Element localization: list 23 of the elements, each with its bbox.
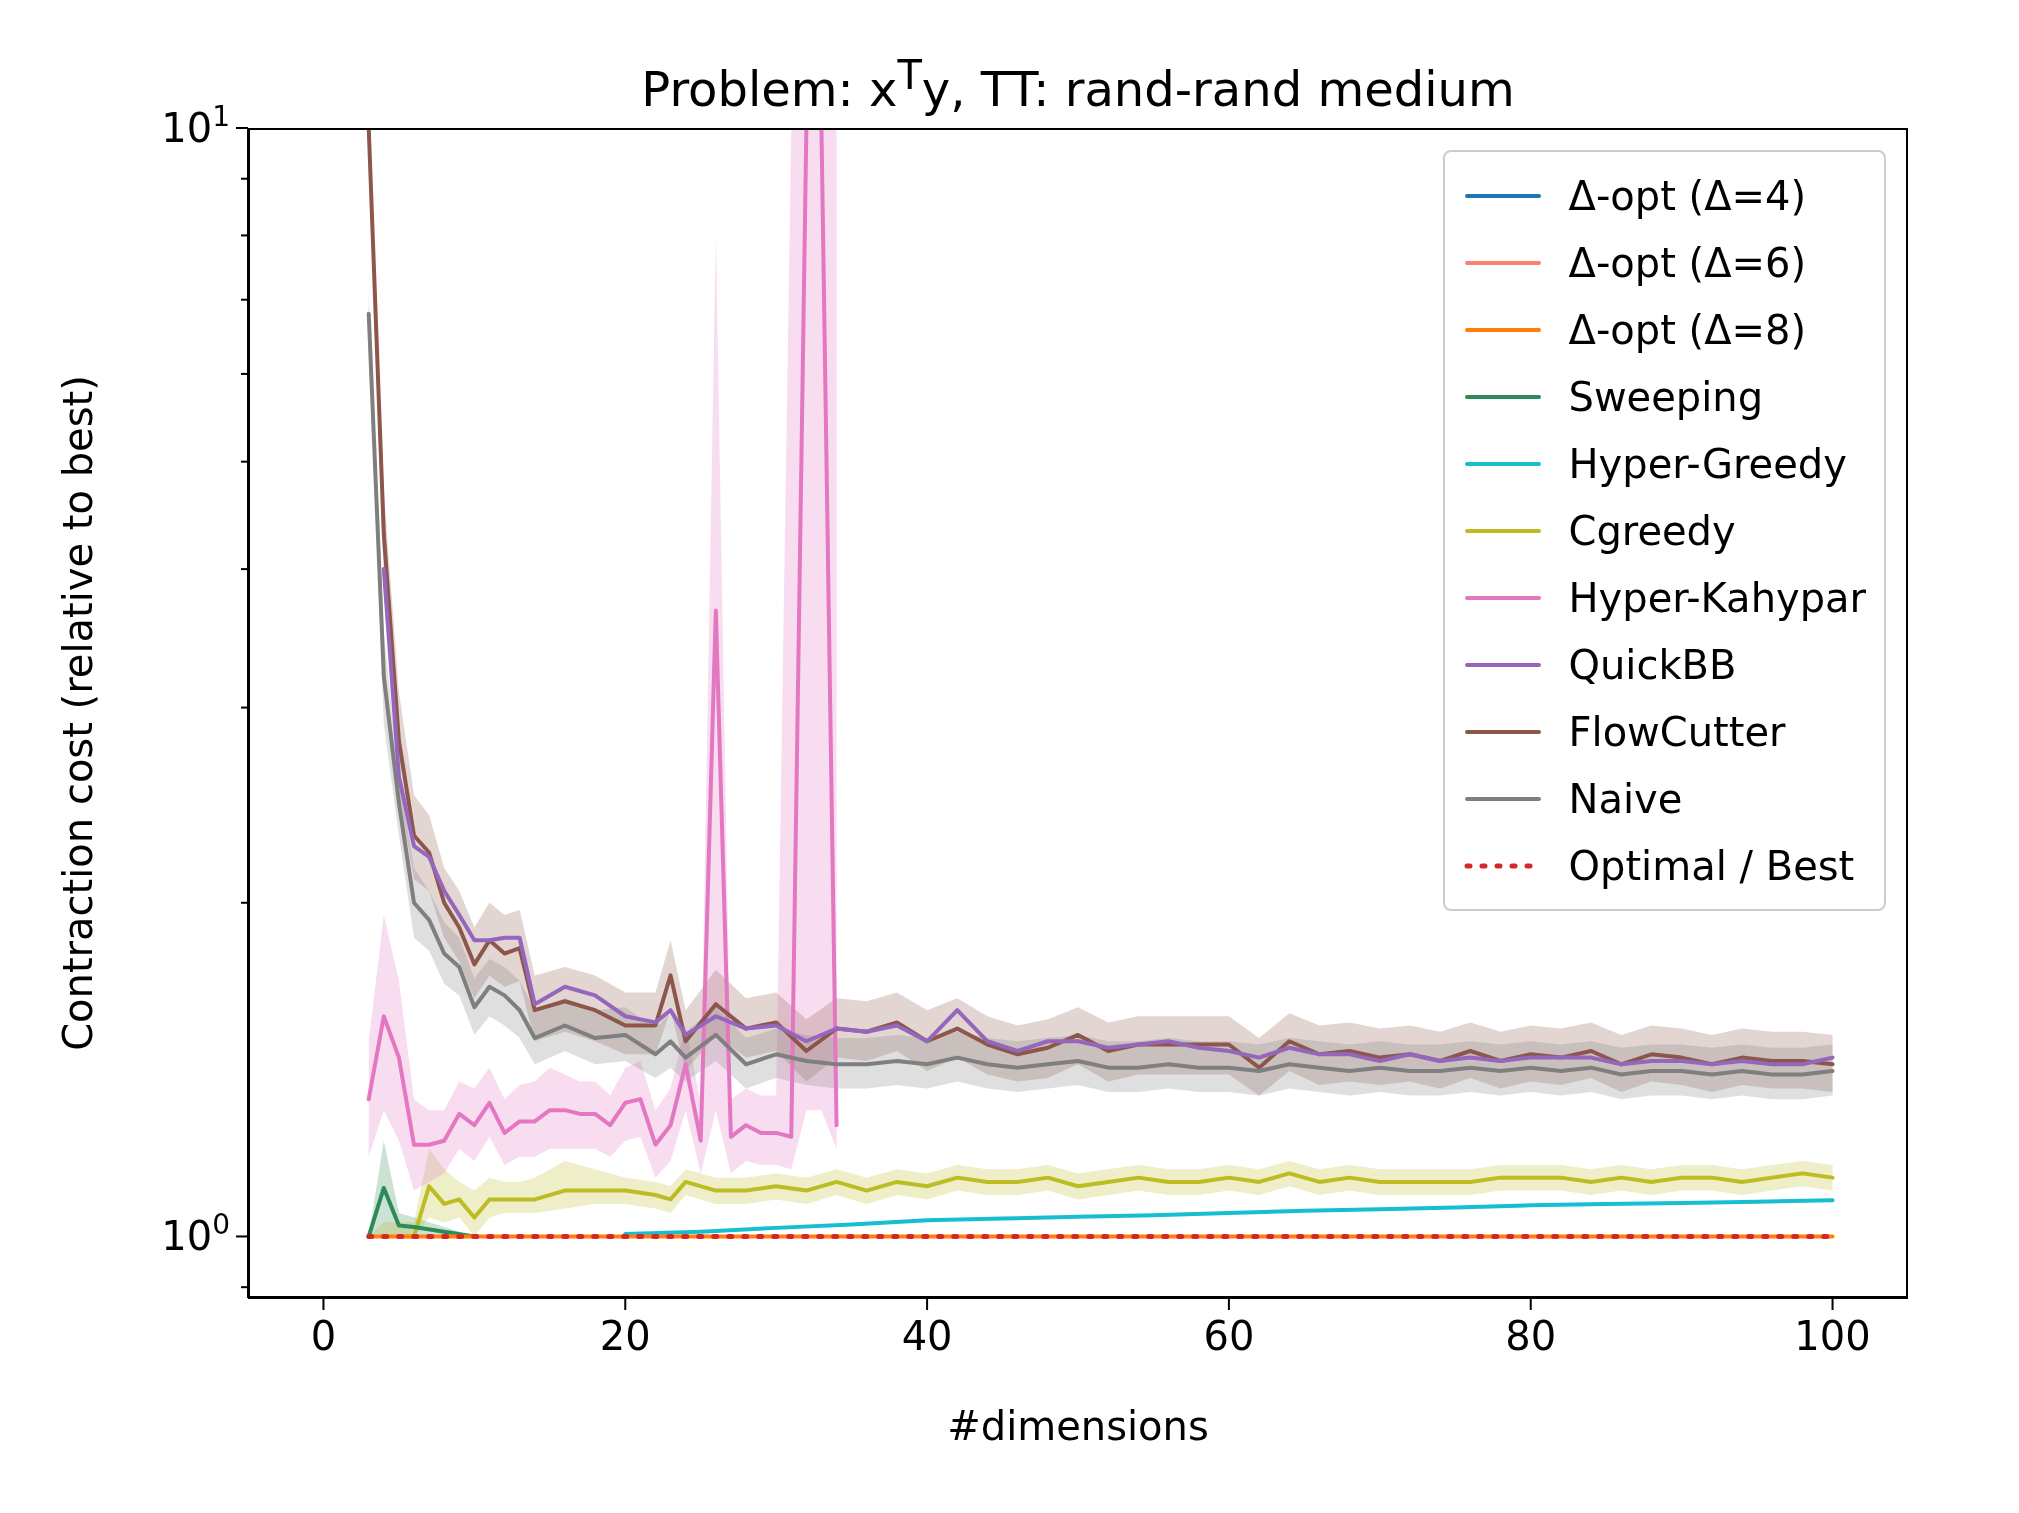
legend-label: Sweeping	[1568, 373, 1764, 420]
y-tick-label: 10$^{0}$	[161, 1207, 230, 1260]
x-axis-title: #dimensions	[947, 1403, 1209, 1449]
x-tick-label: 60	[1203, 1313, 1255, 1359]
legend-label: Optimal / Best	[1568, 842, 1855, 889]
legend-label: Hyper-Greedy	[1568, 440, 1847, 487]
legend-label: Naive	[1568, 775, 1683, 822]
y-tick-label: 10$^{1}$	[161, 99, 230, 151]
legend-label: Hyper-Kahypar	[1568, 574, 1866, 621]
line-series	[623, 1198, 1835, 1237]
x-tick-label: 100	[1794, 1313, 1871, 1359]
legend-label: Δ-opt (Δ=8)	[1568, 306, 1807, 353]
x-tick-label: 20	[599, 1313, 651, 1359]
legend-label: Δ-opt (Δ=6)	[1568, 239, 1807, 286]
legend-label: Δ-opt (Δ=4)	[1568, 172, 1807, 219]
x-tick-label: 0	[310, 1313, 337, 1359]
legend-label: FlowCutter	[1568, 708, 1786, 755]
legend-label: Cgreedy	[1568, 507, 1736, 554]
legend-label: QuickBB	[1568, 641, 1737, 688]
chart-title: Problem: x$^{T}$y, TT: rand-rand medium	[640, 52, 1516, 117]
x-tick-label: 40	[901, 1313, 953, 1359]
y-axis-title: Contraction cost (relative to best)	[55, 375, 102, 1051]
x-tick-label: 80	[1505, 1313, 1557, 1359]
